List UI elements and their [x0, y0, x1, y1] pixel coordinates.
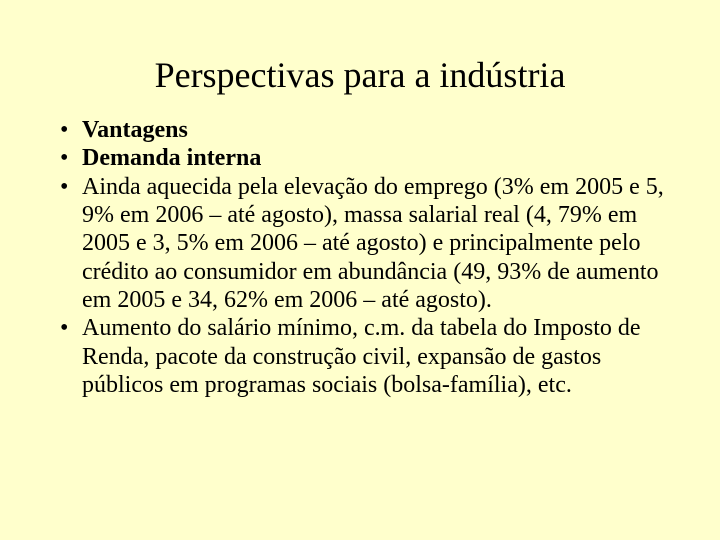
- list-item: Demanda interna: [50, 144, 670, 172]
- list-item: Aumento do salário mínimo, c.m. da tabel…: [50, 314, 670, 399]
- list-item: Vantagens: [50, 116, 670, 144]
- bullet-text: Demanda interna: [82, 145, 261, 171]
- bullet-text: Aumento do salário mínimo, c.m. da tabel…: [82, 315, 641, 398]
- slide: Perspectivas para a indústria Vantagens …: [0, 0, 720, 540]
- bullet-text: Ainda aquecida pela elevação do emprego …: [82, 174, 664, 313]
- bullet-list: Vantagens Demanda interna Ainda aquecida…: [50, 116, 670, 399]
- list-item: Ainda aquecida pela elevação do emprego …: [50, 173, 670, 315]
- bullet-text: Vantagens: [82, 117, 188, 143]
- slide-title: Perspectivas para a indústria: [50, 54, 670, 96]
